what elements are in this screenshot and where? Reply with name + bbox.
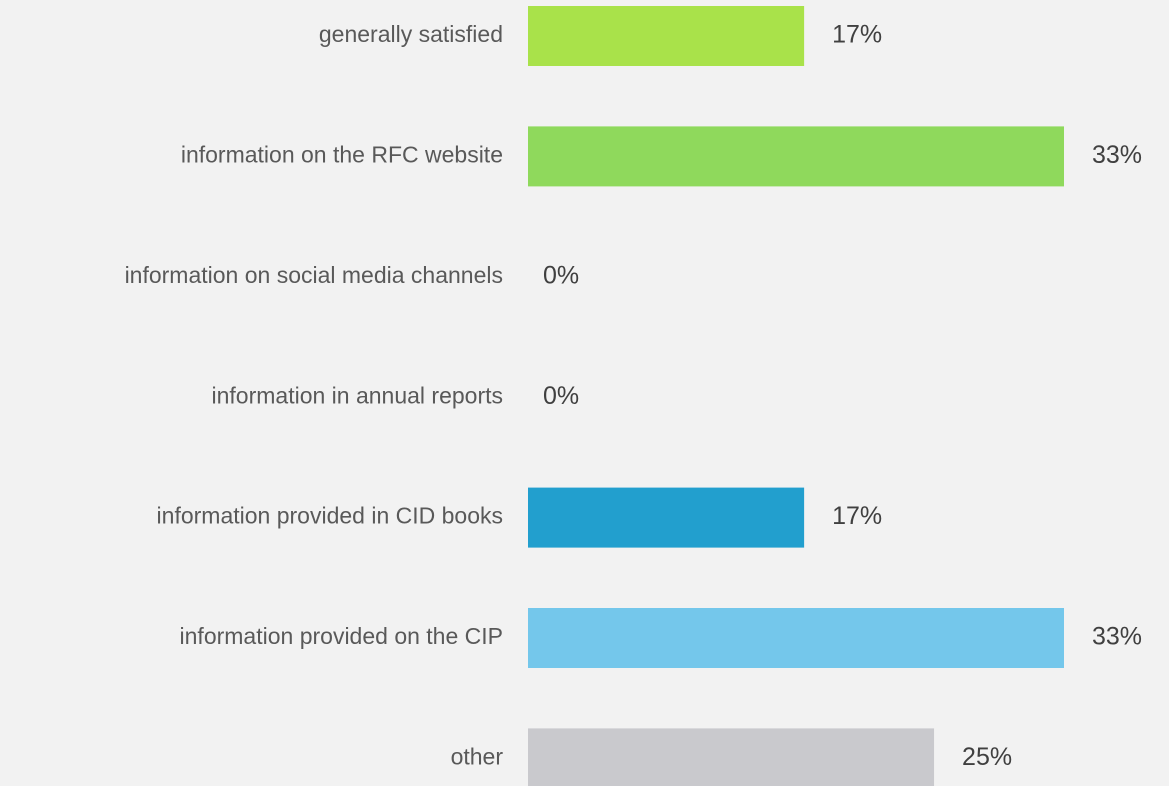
category-label: generally satisfied [319, 21, 503, 47]
bar [528, 126, 1064, 187]
category-label: information provided on the CIP [180, 623, 503, 649]
category-label: other [451, 743, 504, 769]
category-label: information provided in CID books [157, 503, 503, 529]
category-label: information on the RFC website [181, 141, 503, 167]
category-label: information on social media channels [125, 262, 503, 288]
value-label: 33% [1092, 623, 1142, 651]
value-label: 33% [1092, 141, 1142, 169]
value-label: 17% [832, 502, 882, 530]
value-label: 17% [832, 21, 882, 49]
value-label: 0% [543, 382, 579, 410]
bar [528, 6, 805, 66]
value-label: 25% [962, 743, 1012, 771]
bar [528, 608, 1064, 668]
value-label: 0% [543, 261, 579, 289]
bar [528, 728, 935, 786]
bar [528, 487, 805, 548]
category-label: information in annual reports [212, 382, 504, 408]
